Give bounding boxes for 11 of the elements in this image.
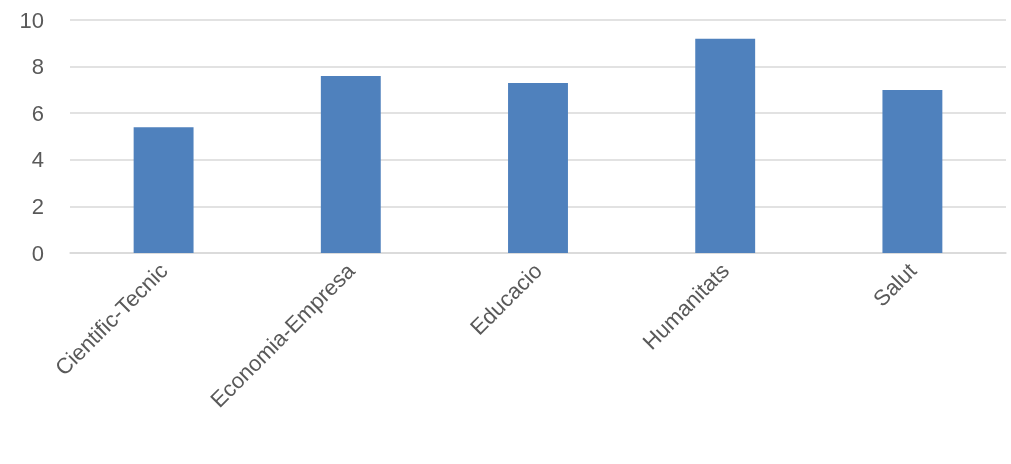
bar xyxy=(508,82,568,253)
y-tick-label: 6 xyxy=(31,100,44,126)
y-tick-label: 10 xyxy=(19,7,44,33)
y-tick-label: 2 xyxy=(31,193,44,219)
bar xyxy=(320,75,381,253)
y-tick-label: 8 xyxy=(31,54,44,80)
bar xyxy=(133,127,194,253)
bar xyxy=(695,38,756,253)
y-tick-label: 4 xyxy=(31,147,44,173)
y-tick-label: 0 xyxy=(31,240,44,266)
bar xyxy=(882,89,943,253)
